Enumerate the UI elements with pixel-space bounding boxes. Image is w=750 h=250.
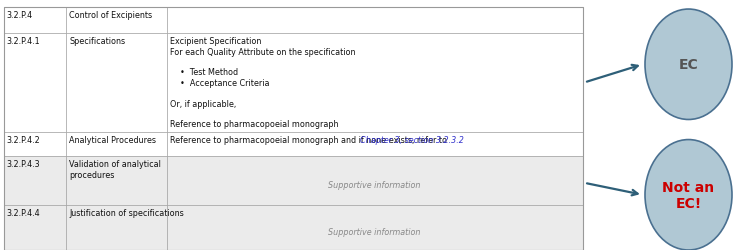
Text: Chapter 3, section 3.2.3.2: Chapter 3, section 3.2.3.2 [361, 136, 464, 145]
Text: 3.2.P.4.1: 3.2.P.4.1 [7, 37, 40, 46]
Bar [166, 34, 583, 132]
Text: Reference to pharmacopoeial monograph and if none exists, refer to: Reference to pharmacopoeial monograph an… [170, 136, 449, 145]
Bar [66, 8, 166, 34]
Bar [66, 132, 166, 156]
Bar [4, 34, 66, 132]
Bar [66, 34, 166, 132]
Text: Specifications: Specifications [69, 37, 125, 46]
Text: 3.2.P.4.2: 3.2.P.4.2 [7, 136, 40, 145]
Text: Supportive information: Supportive information [328, 180, 421, 189]
Bar [166, 205, 583, 250]
Text: 3.2.P.4.3: 3.2.P.4.3 [7, 160, 40, 168]
Text: Validation of analytical
procedures: Validation of analytical procedures [69, 160, 160, 179]
Bar [4, 205, 66, 250]
Bar [166, 132, 583, 156]
Bar [4, 156, 66, 205]
Ellipse shape [645, 10, 732, 120]
Text: Control of Excipients: Control of Excipients [69, 11, 152, 20]
Text: Excipient Specification
For each Quality Attribute on the specification

    •  : Excipient Specification For each Quality… [170, 37, 355, 129]
Bar [4, 8, 66, 34]
Bar [166, 8, 583, 34]
Bar [4, 8, 583, 250]
Text: Supportive information: Supportive information [328, 226, 421, 235]
Bar [4, 132, 66, 156]
Text: 3.2.P.4: 3.2.P.4 [7, 11, 33, 20]
Ellipse shape [645, 140, 732, 250]
Bar [166, 156, 583, 205]
Text: Not an
EC!: Not an EC! [662, 180, 715, 210]
Text: Analytical Procedures: Analytical Procedures [69, 136, 156, 145]
Text: EC: EC [679, 58, 698, 72]
Bar [66, 156, 166, 205]
Text: Justification of specifications: Justification of specifications [69, 208, 184, 217]
Text: 3.2.P.4.4: 3.2.P.4.4 [7, 208, 40, 217]
Bar [66, 205, 166, 250]
